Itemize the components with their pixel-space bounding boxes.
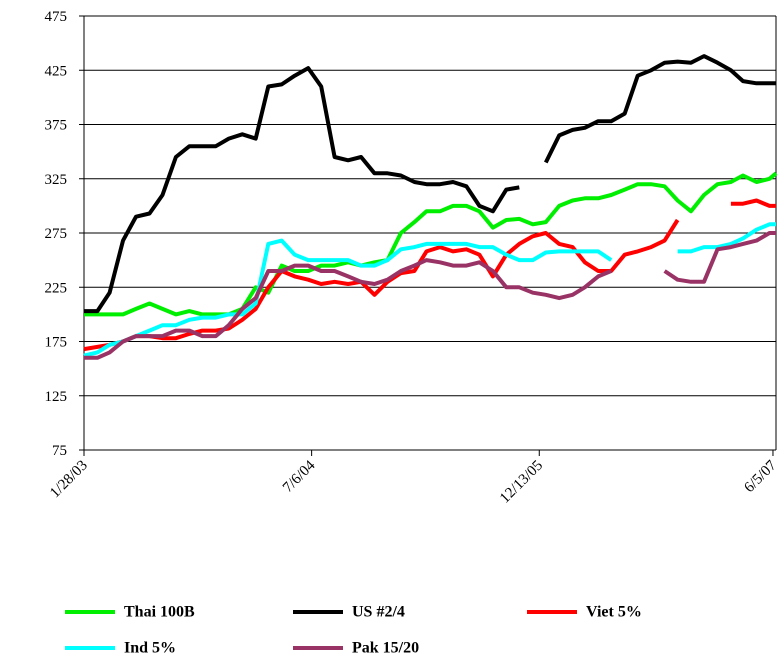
y-tick-label: 75 <box>52 443 67 459</box>
y-tick-label: 425 <box>45 63 68 79</box>
x-tick-label: 7/6/04 <box>280 457 319 496</box>
x-tick-label: 6/5/07 <box>741 457 780 496</box>
y-tick-label: 275 <box>45 226 68 242</box>
legend-label: Ind 5% <box>124 640 176 657</box>
y-tick-label: 175 <box>45 335 68 351</box>
legend-label: Viet 5% <box>586 604 642 621</box>
series-line <box>84 171 778 317</box>
x-tick-label: 1/28/03 <box>47 458 91 502</box>
legend-label: Thai 100B <box>124 604 195 621</box>
legend-label: US #2/4 <box>352 604 405 621</box>
y-tick-label: 325 <box>45 172 68 188</box>
x-tick-label: 12/13/05 <box>497 458 546 507</box>
series-line <box>84 231 776 360</box>
y-tick-label: 475 <box>45 9 68 25</box>
y-tick-label: 125 <box>45 389 68 405</box>
series-line <box>84 54 776 314</box>
series-line <box>83 222 776 358</box>
series-line <box>83 198 776 352</box>
y-tick-label: 375 <box>45 118 68 134</box>
y-tick-label: 225 <box>45 280 68 296</box>
legend-label: Pak 15/20 <box>352 640 419 657</box>
